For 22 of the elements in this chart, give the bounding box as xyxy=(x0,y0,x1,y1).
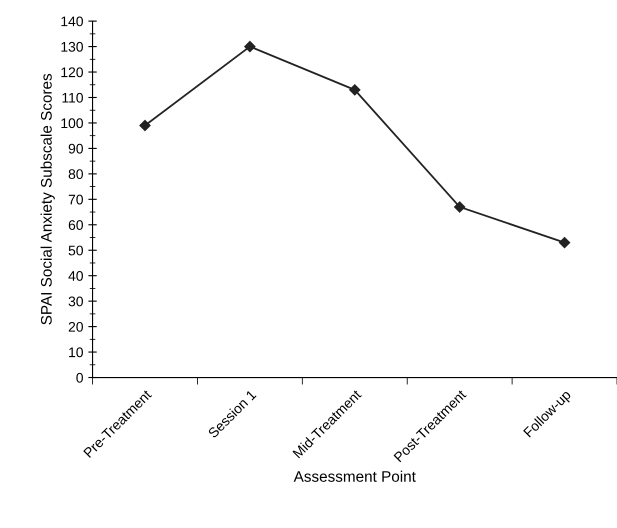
point xyxy=(454,201,466,213)
point xyxy=(349,84,360,96)
y-tick-label: 0 xyxy=(76,372,83,383)
y-tick-label: 140 xyxy=(61,16,83,26)
x-axis-title: Assessment Point xyxy=(294,470,416,482)
y-tick-label: 70 xyxy=(68,194,83,204)
y-tick-label: 120 xyxy=(61,67,83,78)
y-tick-label: 90 xyxy=(68,144,83,154)
y-tick-label: 110 xyxy=(62,92,83,103)
y-tick-label: 20 xyxy=(68,322,83,332)
point xyxy=(558,236,570,248)
y-axis-title: SPAI Social Anxiety Subscale Scores xyxy=(40,74,55,325)
y-tick-label: 50 xyxy=(68,246,83,256)
point xyxy=(244,40,256,52)
y-tick-label: 40 xyxy=(68,271,83,281)
y-tick-label: 100 xyxy=(61,118,83,128)
y-tick-label: 60 xyxy=(68,220,83,230)
point xyxy=(139,120,151,132)
y-tick-label: 10 xyxy=(69,347,83,358)
y-tick-label: 80 xyxy=(68,169,83,180)
y-tick-label: 30 xyxy=(68,296,83,306)
y-tick-label: 130 xyxy=(61,42,83,52)
